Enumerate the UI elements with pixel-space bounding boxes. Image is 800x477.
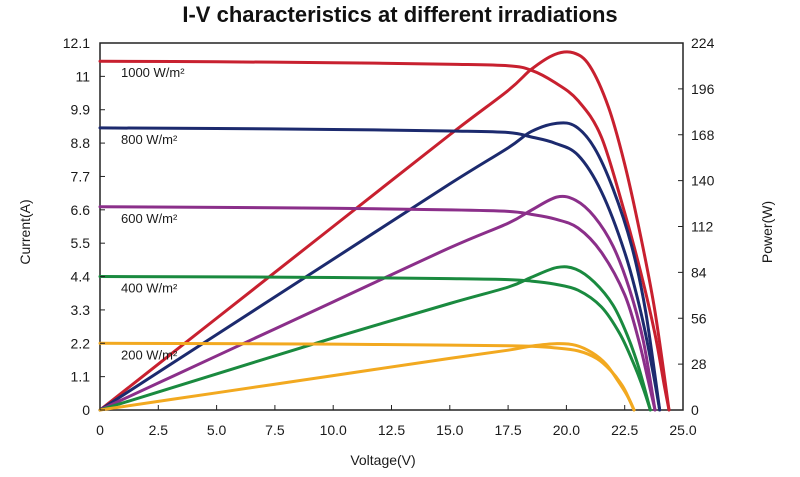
y-tick-label: 7.7 xyxy=(71,168,91,184)
x-tick-label: 5.0 xyxy=(207,422,227,438)
current-curve-600 xyxy=(98,205,657,412)
y2-tick-label: 56 xyxy=(691,310,707,326)
series-label-400: 400 W/m² xyxy=(121,281,178,296)
chart-title: I-V characteristics at different irradia… xyxy=(182,2,618,27)
y-tick-label: 12.1 xyxy=(63,35,90,51)
y-tick-label: 11 xyxy=(75,68,90,84)
current-curve-1000 xyxy=(98,59,671,412)
series-group xyxy=(98,50,671,412)
y2-tick-label: 140 xyxy=(691,173,715,189)
y-tick-label: 2.2 xyxy=(71,335,91,351)
y2-tick-label: 196 xyxy=(691,81,715,97)
x-axis-title: Voltage(V) xyxy=(350,452,415,468)
y-tick-label: 4.4 xyxy=(71,269,91,285)
x-tick-label: 22.5 xyxy=(611,422,638,438)
y2-tick-label: 168 xyxy=(691,127,715,143)
y-tick-label: 6.6 xyxy=(71,202,91,218)
x-tick-label: 15.0 xyxy=(436,422,463,438)
series-label-1000: 1000 W/m² xyxy=(121,65,185,80)
power-curve-400 xyxy=(98,265,652,412)
y2-tick-label: 224 xyxy=(691,35,715,51)
y2-tick-label: 112 xyxy=(691,219,714,235)
y-tick-label: 8.8 xyxy=(71,135,91,151)
x-tick-label: 25.0 xyxy=(669,422,696,438)
power-curve-200 xyxy=(98,342,636,412)
x-tick-label: 12.5 xyxy=(378,422,405,438)
y2-tick-label: 28 xyxy=(691,356,707,372)
y2-axis-title: Power(W) xyxy=(759,201,775,263)
y-tick-label: 1.1 xyxy=(71,369,91,385)
power-curve-600 xyxy=(98,194,657,412)
x-tick-label: 17.5 xyxy=(494,422,521,438)
y-axis-ticks: 0 1.1 2.2 3.3 4.4 5.5 6.6 7.7 8.8 9.9 11 12.1 xyxy=(63,35,105,418)
power-curve-800 xyxy=(98,121,662,412)
x-axis-ticks: 0 2.5 5.0 7.5 10.0 12.5 15.0 17.5 20.0 22.5 25.0 xyxy=(96,405,697,438)
x-tick-label: 10.0 xyxy=(320,422,347,438)
series-label-600: 600 W/m² xyxy=(121,211,178,226)
y2-axis-ticks: 0 28 56 84 112 140 168 196 224 xyxy=(678,35,715,418)
x-tick-label: 2.5 xyxy=(149,422,169,438)
x-tick-label: 7.5 xyxy=(265,422,285,438)
y-tick-label: 0 xyxy=(82,402,90,418)
current-curve-200 xyxy=(98,341,636,412)
series-labels: 1000 W/m² 800 W/m² 600 W/m² 400 W/m² 200 W/m… xyxy=(121,65,185,362)
y-tick-label: 3.3 xyxy=(71,302,91,318)
series-label-200: 200 W/m² xyxy=(121,347,178,362)
x-tick-label: 20.0 xyxy=(553,422,580,438)
y2-tick-label: 84 xyxy=(691,264,707,280)
series-label-800: 800 W/m² xyxy=(121,132,178,147)
x-tick-label: 0 xyxy=(96,422,104,438)
current-curve-800 xyxy=(98,126,662,412)
y2-tick-label: 0 xyxy=(691,402,699,418)
y-tick-label: 5.5 xyxy=(71,235,91,251)
power-curve-1000 xyxy=(98,50,671,412)
y-axis-title: Current(A) xyxy=(17,199,33,264)
y-tick-label: 9.9 xyxy=(71,102,91,118)
current-curve-400 xyxy=(98,275,652,412)
